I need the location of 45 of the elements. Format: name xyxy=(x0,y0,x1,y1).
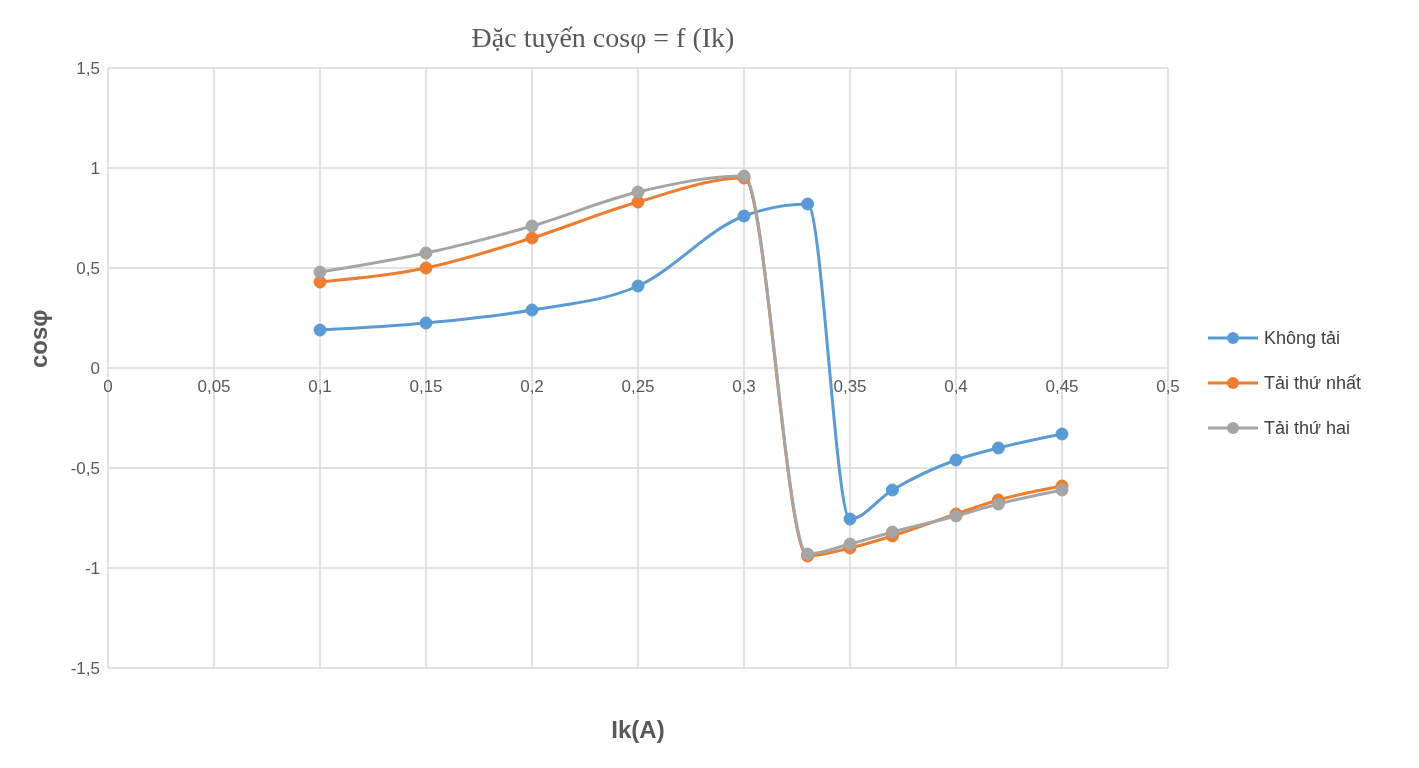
x-tick-label: 0 xyxy=(103,377,113,396)
y-tick-label: 1,5 xyxy=(76,59,100,79)
y-tick-label: -0,5 xyxy=(70,459,100,479)
point xyxy=(313,323,327,337)
point xyxy=(419,246,433,260)
point xyxy=(991,497,1005,511)
x-tick-label: 0,5 xyxy=(1156,377,1180,396)
point xyxy=(313,265,327,279)
y-tick-label: 0,5 xyxy=(76,259,100,279)
y-axis-title: cosφ xyxy=(24,309,52,368)
x-tick-label: 0,35 xyxy=(833,377,867,396)
x-axis-title: Ik(A) xyxy=(611,716,665,743)
y-tick-label: -1 xyxy=(84,559,100,579)
x-tick-label: 0,3 xyxy=(732,377,756,396)
x-tick-label: 0,05 xyxy=(197,377,231,396)
point xyxy=(843,512,857,526)
point xyxy=(1055,483,1069,497)
x-tick-label: 0,4 xyxy=(944,377,968,396)
x-tick-label: 0,25 xyxy=(621,377,655,396)
y-tick-label: 1 xyxy=(90,159,100,179)
legend-label: Không tải xyxy=(1264,327,1341,349)
point xyxy=(419,261,433,275)
point xyxy=(843,537,857,551)
point xyxy=(949,453,963,467)
point xyxy=(885,525,899,539)
point xyxy=(801,197,815,211)
point xyxy=(525,231,539,245)
x-tick-label: 0,2 xyxy=(520,377,544,396)
point xyxy=(419,316,433,330)
point xyxy=(525,303,539,317)
legend-label: Tải thứ hai xyxy=(1264,417,1351,439)
x-tick-label: 0,45 xyxy=(1045,377,1079,396)
point xyxy=(631,185,645,199)
point xyxy=(991,441,1005,455)
chart-title: Đặc tuyến cosφ = f (Ik) xyxy=(470,22,736,54)
point xyxy=(631,279,645,293)
point xyxy=(737,209,751,223)
legend-label: Tải thứ nhất xyxy=(1264,372,1362,394)
point xyxy=(885,483,899,497)
y-tick-label: 0 xyxy=(90,359,100,379)
point xyxy=(1055,427,1069,441)
point xyxy=(525,219,539,233)
x-tick-label: 0,15 xyxy=(409,377,443,396)
x-tick-label: 0,1 xyxy=(308,377,332,396)
y-tick-label: -1,5 xyxy=(70,659,100,679)
